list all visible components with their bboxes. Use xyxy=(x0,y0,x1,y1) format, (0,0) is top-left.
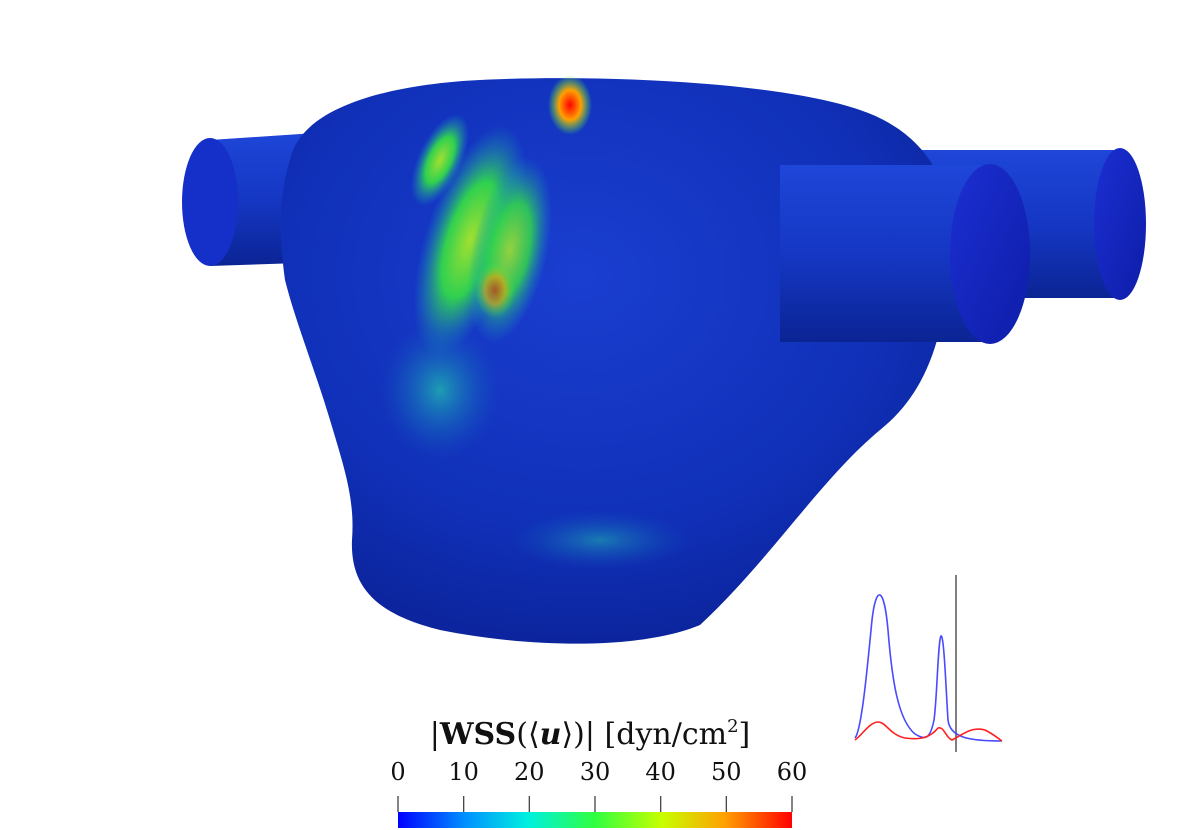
colorbar-ticks xyxy=(397,796,793,812)
title-units-end: ] xyxy=(738,717,751,752)
title-bar-left: | xyxy=(429,717,440,752)
wss-high-region xyxy=(380,75,690,570)
title-u: u xyxy=(539,717,562,752)
title-close: ⟩)| xyxy=(561,717,595,752)
inset-waveform-plot xyxy=(854,575,1003,752)
colorbar-tick-label: 30 xyxy=(579,758,611,786)
colorbar-tick-label: 20 xyxy=(514,758,545,786)
colorbar-tick-label: 10 xyxy=(448,758,479,786)
colorbar xyxy=(397,796,793,828)
inset-series-blue xyxy=(854,594,1003,742)
title-units-sup: 2 xyxy=(727,716,739,737)
colorbar-tick-label: 60 xyxy=(776,758,808,786)
colorbar-tick-label: 40 xyxy=(645,758,676,786)
title-open: (⟨ xyxy=(516,717,540,752)
inset-series-red xyxy=(854,721,1003,742)
colorbar-tick-label: 50 xyxy=(711,758,742,786)
title-units: [dyn/cm xyxy=(604,717,728,752)
colorbar-tick-label: 0 xyxy=(390,758,406,786)
right-front-vessel xyxy=(780,164,1030,344)
colorbar-title: |WSS(⟨u⟩)| [dyn/cm2] xyxy=(380,716,800,752)
title-wss: WSS xyxy=(439,717,517,752)
colorbar-gradient xyxy=(398,812,792,828)
